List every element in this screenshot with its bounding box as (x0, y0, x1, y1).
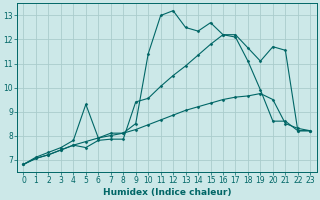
X-axis label: Humidex (Indice chaleur): Humidex (Indice chaleur) (103, 188, 231, 197)
